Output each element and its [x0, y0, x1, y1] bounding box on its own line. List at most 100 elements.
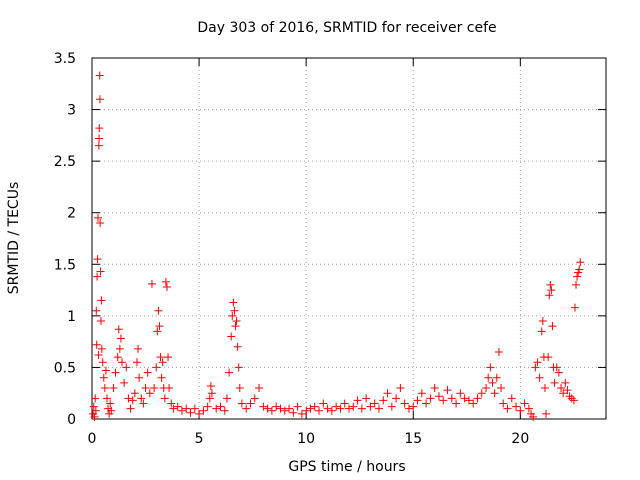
- data-point: [565, 392, 574, 401]
- data-point: [332, 402, 341, 411]
- data-point: [90, 412, 99, 421]
- data-point: [533, 358, 542, 367]
- data-point: [544, 353, 553, 362]
- x-tick-label: 5: [195, 431, 204, 447]
- data-point: [109, 384, 118, 393]
- data-point: [497, 384, 506, 393]
- data-point: [546, 280, 555, 289]
- data-point: [147, 279, 156, 288]
- data-point: [234, 363, 243, 372]
- data-point: [111, 368, 120, 377]
- data-point: [182, 404, 191, 413]
- data-point: [113, 353, 122, 362]
- data-point: [552, 363, 561, 372]
- data-point: [327, 406, 336, 415]
- data-point: [230, 306, 239, 315]
- data-point: [153, 327, 162, 336]
- data-point: [473, 394, 482, 403]
- data-point: [540, 384, 549, 393]
- data-point: [452, 399, 461, 408]
- data-point: [160, 394, 169, 403]
- data-point: [114, 325, 123, 334]
- data-point: [409, 402, 418, 411]
- data-point: [157, 373, 166, 382]
- data-point: [156, 353, 165, 362]
- data-point: [207, 389, 216, 398]
- data-point: [302, 406, 311, 415]
- data-point: [154, 306, 163, 315]
- data-point: [559, 389, 568, 398]
- data-point: [572, 280, 581, 289]
- data-point: [345, 404, 353, 413]
- data-point: [477, 389, 486, 398]
- data-point: [297, 409, 306, 418]
- data-point: [460, 394, 469, 403]
- data-point: [96, 267, 105, 276]
- data-point: [492, 373, 501, 382]
- x-tick-label: 10: [297, 431, 315, 447]
- data-point: [336, 404, 345, 413]
- data-point: [165, 384, 174, 393]
- data-point: [535, 373, 544, 382]
- y-tick-label: 0.5: [54, 360, 76, 376]
- data-point: [95, 134, 104, 143]
- data-point: [561, 378, 570, 387]
- data-point: [100, 384, 109, 393]
- data-point: [576, 258, 585, 267]
- data-point: [139, 399, 148, 408]
- data-point: [547, 286, 556, 295]
- data-point: [469, 399, 478, 408]
- data-point: [529, 412, 538, 421]
- x-tick-label: 20: [511, 431, 529, 447]
- data-point: [93, 213, 102, 222]
- data-point: [124, 394, 133, 403]
- data-point: [91, 406, 100, 415]
- data-point: [503, 404, 512, 413]
- data-point: [464, 396, 473, 405]
- data-point: [293, 402, 302, 411]
- data-point: [212, 404, 221, 413]
- data-point: [91, 394, 100, 403]
- data-point: [387, 402, 396, 411]
- data-point: [426, 394, 435, 403]
- data-point: [383, 389, 392, 398]
- data-point: [205, 394, 214, 403]
- data-point: [396, 384, 405, 393]
- data-point: [567, 394, 576, 403]
- y-axis-label: SRMTID / TECUs: [6, 182, 22, 295]
- data-point: [132, 358, 141, 367]
- data-point: [95, 124, 104, 133]
- y-tick-label: 1: [67, 309, 76, 325]
- data-point: [524, 404, 533, 413]
- data-point: [242, 404, 251, 413]
- ticks: 0 0.5 1 1.5 2 2.5 3 3.5 0 5 10 15 20: [54, 51, 606, 447]
- data-point: [195, 409, 204, 418]
- data-point: [447, 394, 456, 403]
- data-point: [98, 358, 107, 367]
- data-point: [538, 317, 547, 326]
- data-point: [563, 386, 572, 395]
- data-point: [169, 404, 178, 413]
- data-point: [569, 396, 578, 405]
- data-point: [439, 396, 448, 405]
- data-point: [220, 406, 229, 415]
- data-point: [128, 396, 137, 405]
- data-point: [235, 384, 244, 393]
- data-point: [443, 386, 452, 395]
- data-point: [164, 353, 173, 362]
- data-point: [120, 378, 129, 387]
- data-point: [135, 373, 144, 382]
- data-point: [250, 394, 259, 403]
- data-point: [349, 402, 358, 411]
- data-point: [228, 311, 237, 320]
- data-point: [95, 95, 104, 104]
- data-point: [573, 272, 582, 281]
- data-point: [353, 396, 362, 405]
- data-point: [95, 71, 104, 80]
- data-point: [531, 363, 540, 372]
- data-point: [107, 406, 116, 415]
- data-point: [94, 141, 103, 150]
- data-point: [456, 389, 465, 398]
- data-point: [162, 282, 171, 291]
- data-point: [167, 399, 176, 408]
